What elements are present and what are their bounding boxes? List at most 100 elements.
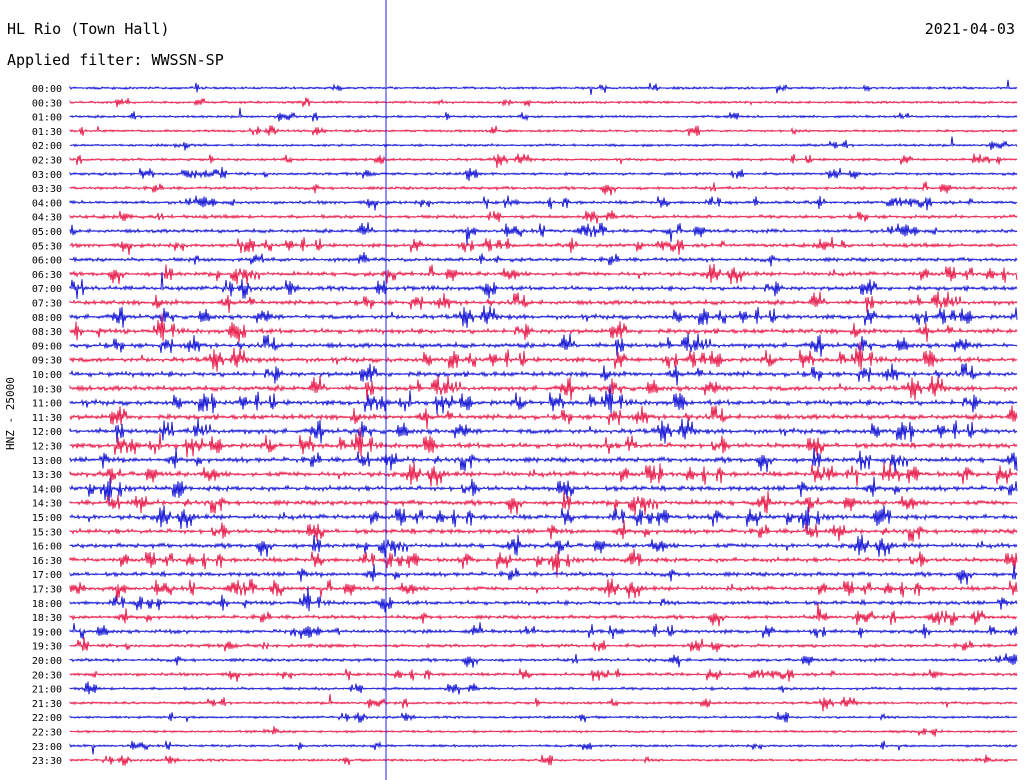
seismic-trace (69, 341, 1018, 372)
seismic-trace (69, 505, 1018, 535)
row-time-label: 17:30 (32, 585, 62, 596)
row-time-label: 23:30 (32, 756, 62, 767)
filter-label: Applied filter: WWSSN-SP (7, 51, 224, 69)
row-time-label: 05:00 (32, 227, 62, 238)
seismic-trace (69, 210, 1018, 224)
row-time-label: 14:30 (32, 499, 62, 510)
seismic-trace (69, 125, 1018, 137)
row-time-label: 22:30 (32, 728, 62, 739)
seismic-trace (69, 603, 1018, 627)
seismic-trace (69, 222, 1018, 245)
row-time-label: 04:00 (32, 198, 62, 209)
seismic-trace (69, 195, 1018, 211)
seismic-trace (69, 754, 1018, 766)
seismic-trace (69, 405, 1018, 429)
row-time-label: 17:00 (32, 570, 62, 581)
seismic-trace (69, 726, 1017, 737)
seismic-trace (69, 694, 1018, 712)
row-time-label: 13:30 (32, 470, 62, 481)
row-time-label: 08:00 (32, 313, 62, 324)
row-time-label: 09:30 (32, 356, 62, 367)
row-time-label: 16:30 (32, 556, 62, 567)
row-time-label: 02:30 (32, 156, 62, 167)
seismic-trace (69, 153, 1018, 168)
row-time-label: 11:00 (32, 399, 62, 410)
row-time-label: 19:30 (32, 642, 62, 653)
row-time-label: 23:00 (32, 742, 62, 753)
seismic-trace (69, 181, 1018, 196)
row-time-label: 07:00 (32, 284, 62, 295)
row-time-label: 01:30 (32, 127, 62, 138)
seismic-trace (69, 97, 1018, 108)
row-time-label: 20:30 (32, 670, 62, 681)
seismic-trace (69, 549, 1018, 578)
seismic-trace (69, 564, 1018, 585)
row-time-label: 03:00 (32, 170, 62, 181)
seismic-trace (69, 313, 1018, 343)
seismic-trace (69, 681, 1018, 695)
row-time-label: 03:30 (32, 184, 62, 195)
seismic-trace (69, 375, 1018, 401)
row-time-label: 21:00 (32, 685, 62, 696)
row-time-label: 07:30 (32, 299, 62, 310)
seismic-trace (69, 740, 1018, 755)
seismic-trace (69, 305, 1018, 328)
seismic-trace (69, 653, 1018, 668)
row-time-label: 19:00 (32, 627, 62, 638)
seismic-trace (69, 251, 1018, 267)
seismic-trace (69, 668, 1018, 682)
seismic-trace (69, 362, 1018, 386)
row-time-label: 00:30 (32, 98, 62, 109)
seismic-trace (69, 107, 1018, 122)
row-time-label: 04:30 (32, 213, 62, 224)
row-time-label: 15:30 (32, 527, 62, 538)
row-time-label: 10:30 (32, 384, 62, 395)
seismic-trace (69, 578, 1018, 604)
row-time-label: 13:00 (32, 456, 62, 467)
row-time-label: 06:00 (32, 256, 62, 267)
row-time-label: 16:00 (32, 542, 62, 553)
date-label: 2021-04-03 (924, 20, 1015, 38)
row-time-label: 10:00 (32, 370, 62, 381)
seismic-trace (69, 712, 1018, 723)
seismic-trace (69, 637, 1018, 653)
seismic-trace (69, 333, 1018, 357)
row-time-label: 00:00 (32, 84, 62, 95)
seismic-trace (69, 263, 1018, 285)
seismic-trace (69, 236, 1018, 256)
row-time-label: 02:00 (32, 141, 62, 152)
row-time-label: 01:00 (32, 113, 62, 124)
row-time-label: 21:30 (32, 699, 62, 710)
seismic-trace (69, 271, 1018, 299)
row-time-label: 22:00 (32, 713, 62, 724)
seismic-trace (69, 476, 1018, 507)
seismic-trace (69, 427, 1018, 458)
seismic-trace (69, 447, 1018, 473)
seismic-trace (69, 79, 1018, 95)
seismic-trace (69, 418, 1018, 444)
seismic-trace (69, 136, 1018, 151)
row-time-label: 08:30 (32, 327, 62, 338)
row-time-label: 12:00 (32, 427, 62, 438)
row-time-label: 06:30 (32, 270, 62, 281)
row-time-label: 14:00 (32, 484, 62, 495)
row-time-label: 18:30 (32, 613, 62, 624)
row-time-label: 15:00 (32, 513, 62, 524)
seismic-trace (69, 490, 1018, 516)
row-time-label: 09:00 (32, 341, 62, 352)
seismic-trace (69, 384, 1018, 415)
seismic-trace (69, 534, 1018, 558)
seismic-trace (69, 520, 1018, 542)
row-time-label: 12:30 (32, 442, 62, 453)
row-time-label: 20:00 (32, 656, 62, 667)
seismic-trace (69, 461, 1018, 487)
seismic-trace (69, 586, 1018, 613)
seismic-trace (69, 291, 1018, 313)
seismic-trace (69, 167, 1018, 181)
row-time-label: 18:00 (32, 599, 62, 610)
seismic-trace (69, 622, 1018, 640)
row-time-label: 05:30 (32, 241, 62, 252)
station-title: HL Rio (Town Hall) (7, 20, 170, 38)
row-time-label: 11:30 (32, 413, 62, 424)
